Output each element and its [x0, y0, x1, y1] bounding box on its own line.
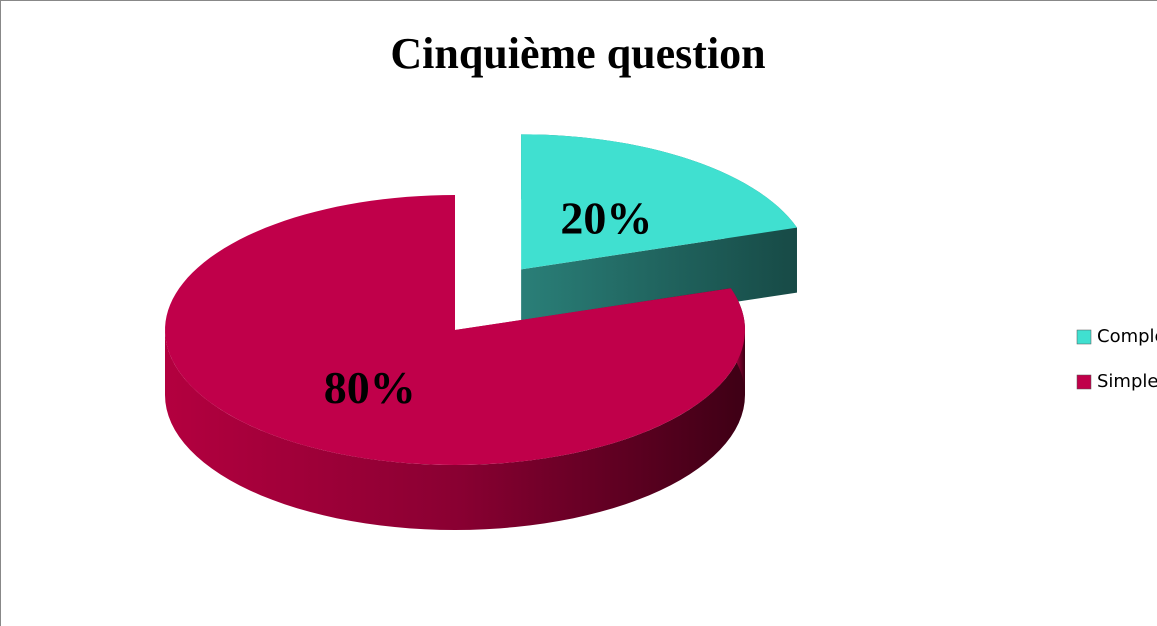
slice: [165, 195, 745, 465]
slice-wall: [521, 227, 797, 335]
legend-swatch: [1076, 374, 1092, 390]
data-label: 20%: [560, 192, 652, 243]
data-label: 80%: [324, 362, 416, 413]
legend-label: Complexe: [1097, 326, 1157, 347]
chart-title: Cinquième question: [390, 29, 765, 78]
legend-swatch: [1076, 329, 1092, 345]
legend-label: Simple: [1097, 371, 1157, 392]
slice-side: [165, 330, 745, 530]
slice: [521, 134, 797, 270]
